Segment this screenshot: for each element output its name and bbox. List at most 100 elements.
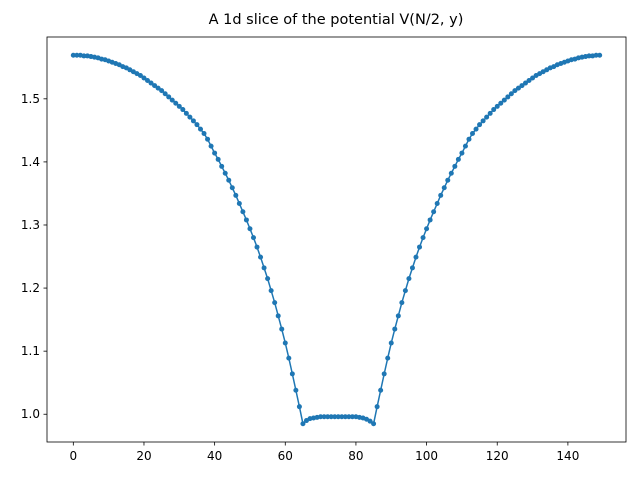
data-point [141, 75, 147, 81]
data-point [434, 201, 440, 207]
data-point [236, 201, 242, 207]
data-point [325, 414, 331, 420]
data-point [420, 235, 426, 241]
data-point [282, 340, 288, 346]
data-point [300, 421, 306, 427]
data-point [498, 100, 504, 106]
data-point [526, 78, 532, 84]
data-point [152, 83, 158, 89]
data-point [409, 265, 415, 271]
x-tick-label: 20 [136, 449, 151, 463]
data-point [286, 355, 292, 361]
data-point [441, 185, 447, 191]
data-point [445, 177, 451, 183]
data-point [392, 326, 398, 332]
data-point [342, 414, 348, 420]
data-point [406, 276, 412, 282]
data-point [487, 110, 493, 116]
y-tick-label: 1.1 [21, 344, 40, 358]
data-point [448, 170, 454, 176]
y-tick-label: 1.5 [21, 92, 40, 106]
data-point [169, 97, 175, 103]
data-point [272, 300, 278, 306]
data-point [81, 53, 87, 59]
data-point [378, 387, 384, 393]
data-point [395, 313, 401, 319]
data-point [243, 217, 249, 223]
data-point [197, 126, 203, 132]
data-point [208, 143, 214, 149]
data-point [190, 118, 196, 124]
data-point [183, 110, 189, 116]
data-point [335, 414, 341, 420]
data-point [385, 355, 391, 361]
data-point [424, 226, 430, 232]
x-tick-label: 40 [207, 449, 222, 463]
data-point [293, 387, 299, 393]
data-point [593, 52, 599, 58]
data-point [229, 185, 235, 191]
chart-title: A 1d slice of the potential V(N/2, y) [209, 12, 464, 28]
data-point [318, 414, 324, 420]
data-point [145, 78, 151, 84]
data-point [473, 126, 479, 132]
data-point [159, 88, 165, 94]
data-point [477, 122, 483, 128]
x-tick-label: 140 [556, 449, 579, 463]
data-point [289, 371, 295, 377]
data-point [484, 114, 490, 120]
data-point [137, 72, 143, 78]
data-point [332, 414, 338, 420]
x-tick-label: 100 [415, 449, 438, 463]
plot-frame [46, 36, 627, 443]
data-point [381, 371, 387, 377]
data-point [515, 85, 521, 91]
data-point [328, 414, 334, 420]
data-point [205, 136, 211, 142]
data-point [505, 94, 511, 100]
y-tick-label: 1.0 [21, 407, 40, 421]
data-point [180, 107, 186, 113]
data-point [367, 418, 373, 424]
data-point [413, 254, 419, 260]
x-tick-label: 0 [69, 449, 77, 463]
data-point [402, 288, 408, 294]
data-point [494, 103, 500, 109]
data-point [522, 80, 528, 86]
data-point [240, 209, 246, 215]
data-point [427, 217, 433, 223]
data-point [371, 421, 377, 427]
x-tick-label: 120 [486, 449, 509, 463]
data-point [462, 143, 468, 149]
data-point [250, 235, 256, 241]
data-point [417, 244, 423, 250]
data-point [201, 131, 207, 137]
data-point [470, 131, 476, 137]
data-point [155, 85, 161, 91]
data-point [222, 170, 228, 176]
x-tick-label: 60 [278, 449, 293, 463]
data-point [480, 118, 486, 124]
data-point [597, 52, 603, 58]
data-point [339, 414, 345, 420]
data-point [187, 114, 193, 120]
data-point [388, 340, 394, 346]
data-point [176, 103, 182, 109]
data-point [466, 136, 472, 142]
data-point [279, 326, 285, 332]
data-point [219, 163, 225, 169]
data-point [215, 156, 221, 162]
data-point [212, 150, 218, 156]
data-point [162, 91, 168, 97]
data-point [321, 414, 327, 420]
data-point [491, 107, 497, 113]
data-point [346, 414, 352, 420]
data-point [265, 276, 271, 282]
data-point [296, 404, 302, 410]
data-point [226, 177, 232, 183]
data-point [233, 192, 239, 198]
data-point [268, 288, 274, 294]
data-point [455, 156, 461, 162]
data-point [452, 163, 458, 169]
data-point [501, 97, 507, 103]
